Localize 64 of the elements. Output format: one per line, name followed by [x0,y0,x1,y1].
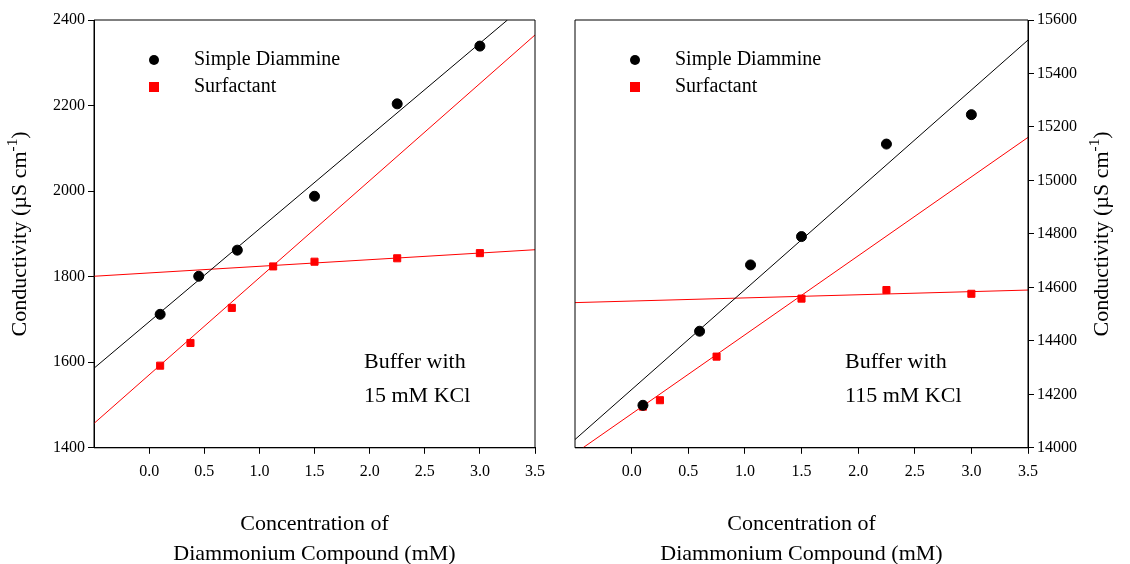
x-axis-title: Concentration of Diammonium Compound (mM) [173,509,456,564]
x-tick-label: 3.5 [525,461,545,479]
point [154,308,166,320]
legend-label: Surfactant [675,74,758,97]
point [310,257,319,266]
point [712,352,721,361]
point [193,270,205,282]
y-tick-label: 1600 [53,352,85,370]
y-axis-title: Conductivity (µS cm-1) [3,131,31,337]
y2-tick-label: 15200 [1037,117,1077,135]
x-tick-label: 1.5 [304,461,325,479]
y2-tick-label: 14000 [1037,438,1077,455]
point [475,249,484,258]
x-tick-label: 0.5 [194,461,215,479]
legend-label: Simple Diammine [194,47,341,71]
point [967,289,976,298]
y-tick-label: 1400 [53,438,85,455]
y-tick-label: 1800 [53,266,85,284]
x-tick-label: 1.5 [791,461,812,479]
point [156,361,165,370]
y-tick-label: 2400 [53,10,85,28]
x-tick-label: 1.0 [734,461,755,479]
point [474,40,486,52]
y2-tick-label: 14200 [1037,384,1077,402]
point [797,294,806,303]
point [796,231,807,243]
point [965,109,977,121]
x-tick-label: 3.0 [961,461,982,479]
y2-axis-title: Conductivity (µS cm-1) [1085,131,1113,337]
x-tick-label: 0.0 [139,461,160,479]
x-axis-title: Concentration of Diammonium Compound (mM) [660,509,943,564]
point [227,303,236,312]
y2-tick-label: 15000 [1037,170,1077,188]
point [745,259,757,271]
point [391,98,403,110]
y-tick-label: 2200 [53,95,85,113]
y2-tick-label: 14800 [1037,224,1077,242]
annotation: Buffer with 15 mM KCl [364,347,471,407]
annotation: Buffer with 115 mM KCl [845,347,962,407]
point [655,396,664,405]
point [880,138,892,150]
y2-tick-label: 14400 [1037,331,1077,349]
point [309,190,320,202]
y2-tick-label: 15600 [1037,10,1077,28]
y2-tick-label: 14600 [1037,277,1077,295]
x-tick-label: 3.5 [1018,461,1038,479]
x-tick-label: 2.0 [848,461,869,479]
x-tick-label: 1.0 [249,461,270,479]
point [186,338,195,348]
point [393,254,402,263]
y2-tick-label: 15400 [1037,63,1077,81]
legend-label: Surfactant [194,74,277,97]
point [882,286,891,295]
x-tick-label: 0.0 [621,461,642,479]
y-tick-label: 2000 [53,181,85,199]
x-tick-label: 2.0 [359,461,380,479]
x-tick-label: 2.5 [904,461,925,479]
x-tick-label: 0.5 [678,461,699,479]
legend-label: Simple Diammine [675,47,822,71]
x-tick-label: 3.0 [469,461,490,479]
x-tick-label: 2.5 [414,461,435,479]
point [231,244,243,256]
point [694,325,706,337]
point [269,262,278,271]
